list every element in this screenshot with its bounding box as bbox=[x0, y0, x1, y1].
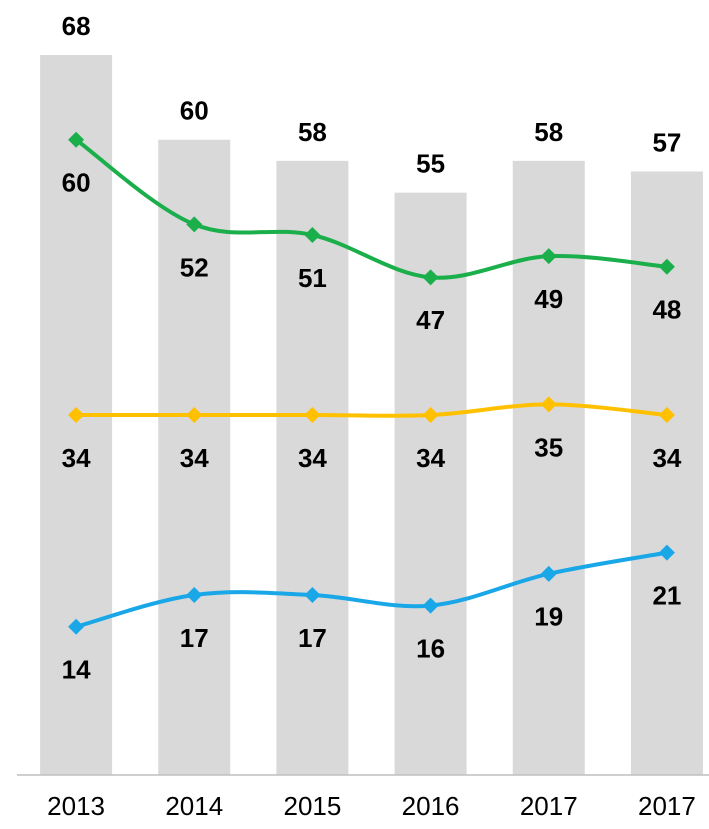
line-label: 34 bbox=[652, 443, 681, 473]
line-marker bbox=[186, 407, 203, 423]
line-label: 34 bbox=[62, 443, 91, 473]
line-label: 21 bbox=[652, 581, 681, 611]
line-marker bbox=[68, 131, 85, 148]
line bbox=[76, 402, 668, 418]
line-marker bbox=[304, 587, 321, 603]
line-label: 17 bbox=[298, 623, 327, 653]
line-marker bbox=[540, 396, 557, 413]
line-marker bbox=[304, 227, 321, 243]
line-marker bbox=[658, 544, 675, 561]
bar-label: 58 bbox=[534, 117, 563, 147]
line-marker bbox=[658, 258, 675, 275]
line-label: 34 bbox=[180, 443, 209, 473]
x-tick-label: 2017 bbox=[638, 791, 696, 821]
x-tick-label: 2013 bbox=[47, 791, 105, 821]
bar-label: 55 bbox=[416, 149, 445, 179]
line-label: 60 bbox=[62, 168, 91, 198]
bar-label: 57 bbox=[652, 127, 681, 157]
line-label: 34 bbox=[298, 443, 327, 473]
bar bbox=[276, 160, 349, 776]
line-marker bbox=[422, 269, 439, 286]
line-marker bbox=[68, 618, 85, 635]
line-marker bbox=[422, 407, 439, 423]
line-marker bbox=[304, 407, 321, 423]
bar-label: 68 bbox=[62, 11, 91, 41]
line-label: 19 bbox=[534, 602, 563, 632]
line-label: 35 bbox=[534, 432, 563, 462]
x-tick-label: 2014 bbox=[165, 791, 223, 821]
line bbox=[75, 550, 668, 629]
line-label: 47 bbox=[416, 305, 445, 335]
bar bbox=[394, 192, 467, 775]
line-marker bbox=[658, 407, 675, 423]
line-marker bbox=[186, 587, 203, 603]
line-marker bbox=[186, 216, 203, 233]
bar-label: 60 bbox=[180, 96, 209, 126]
line-marker bbox=[540, 565, 557, 582]
line-label: 14 bbox=[62, 655, 91, 685]
line-label: 17 bbox=[180, 623, 209, 653]
line-marker bbox=[422, 597, 439, 614]
bar-label: 58 bbox=[298, 117, 327, 147]
line-marker bbox=[540, 248, 557, 265]
bar bbox=[158, 139, 231, 776]
line-label: 48 bbox=[652, 295, 681, 325]
line-label: 16 bbox=[416, 633, 445, 663]
x-tick-label: 2016 bbox=[402, 791, 460, 821]
line-label: 51 bbox=[298, 263, 327, 293]
line-marker bbox=[68, 407, 85, 423]
line-label: 52 bbox=[180, 252, 209, 282]
line-label: 49 bbox=[534, 284, 563, 314]
x-tick-label: 2017 bbox=[520, 791, 578, 821]
x-tick-label: 2015 bbox=[283, 791, 341, 821]
line-label: 34 bbox=[416, 443, 445, 473]
